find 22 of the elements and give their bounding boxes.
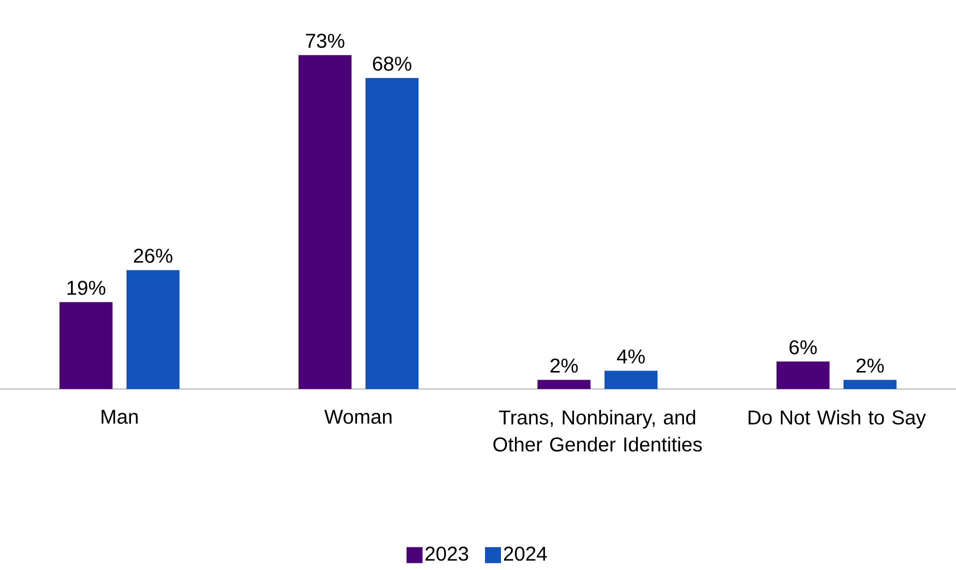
data-label: 68% [373,56,412,71]
x-tick-label: Do Not Wish to Say [748,410,926,429]
x-tick-label: Woman [324,410,392,424]
bar [298,55,352,389]
data-label: 4% [617,350,645,364]
x-tick-label: Man [102,410,138,424]
data-label: 26% [134,248,172,263]
data-label: 2% [550,358,578,373]
data-label: 73% [306,34,344,48]
data-label: 6% [790,340,817,354]
legend-label: 2023 [426,546,468,561]
bar [776,362,830,389]
bar [844,380,897,389]
bar [538,380,591,389]
bar [604,370,658,389]
x-tick-label: Trans, Nonbinary, and Other Gender Identities [493,410,702,452]
bar [60,302,112,389]
data-label: 2% [856,358,884,373]
bar [366,78,419,389]
legend-label: 2024 [504,546,547,561]
bar [126,270,180,389]
data-label: 19% [68,280,106,295]
